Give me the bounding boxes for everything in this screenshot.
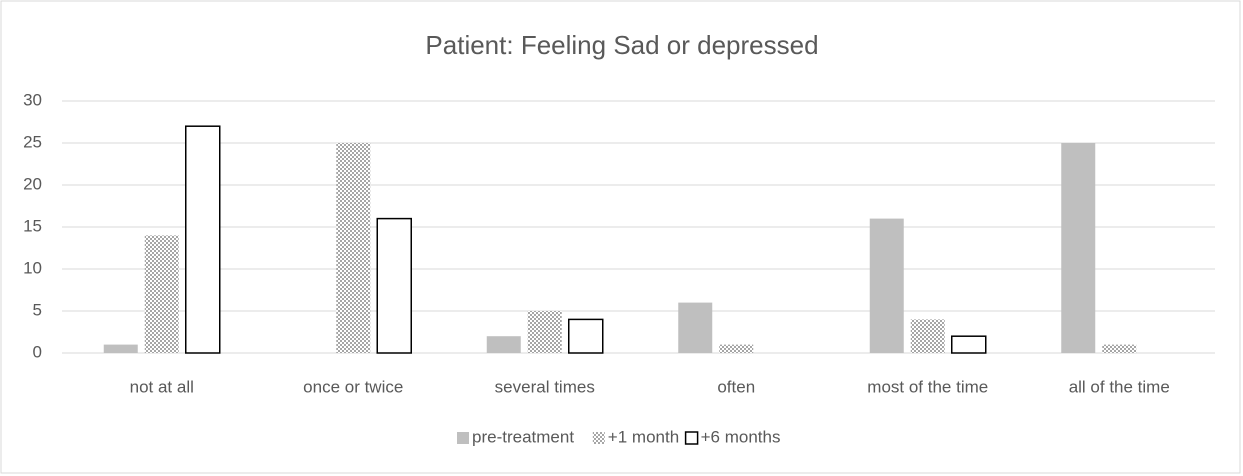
bar bbox=[568, 318, 604, 354]
bar bbox=[486, 336, 521, 353]
bar bbox=[1102, 344, 1137, 353]
bar bbox=[1061, 143, 1096, 353]
x-tick-label: not at all bbox=[130, 377, 194, 396]
legend-label: pre-treatment bbox=[472, 427, 574, 446]
bar bbox=[678, 302, 713, 353]
bar bbox=[910, 319, 945, 353]
y-tick-label: 5 bbox=[33, 300, 42, 319]
y-tick-label: 20 bbox=[23, 174, 42, 193]
y-tick-label: 30 bbox=[23, 90, 42, 109]
x-tick-label: once or twice bbox=[303, 377, 403, 396]
x-tick-label: most of the time bbox=[867, 377, 988, 396]
x-tick-label: several times bbox=[495, 377, 595, 396]
bar bbox=[719, 344, 754, 353]
chart-title: Patient: Feeling Sad or depressed bbox=[425, 30, 818, 60]
legend-label: +1 month bbox=[608, 427, 679, 446]
bar bbox=[185, 125, 221, 354]
bar bbox=[376, 217, 412, 354]
x-tick-label: often bbox=[717, 377, 755, 396]
legend-swatch bbox=[684, 431, 699, 445]
bar bbox=[336, 143, 371, 353]
legend-label: +6 months bbox=[701, 427, 781, 446]
legend-swatch bbox=[457, 432, 469, 444]
bar bbox=[527, 311, 562, 353]
y-tick-label: 10 bbox=[23, 258, 42, 277]
bar bbox=[869, 218, 904, 353]
bar bbox=[103, 344, 138, 353]
x-tick-label: all of the time bbox=[1069, 377, 1170, 396]
y-tick-label: 0 bbox=[33, 342, 42, 361]
y-tick-label: 25 bbox=[23, 132, 42, 151]
y-tick-label: 15 bbox=[23, 216, 42, 235]
bar bbox=[144, 235, 179, 353]
bar bbox=[951, 335, 987, 354]
legend-swatch bbox=[592, 432, 605, 444]
